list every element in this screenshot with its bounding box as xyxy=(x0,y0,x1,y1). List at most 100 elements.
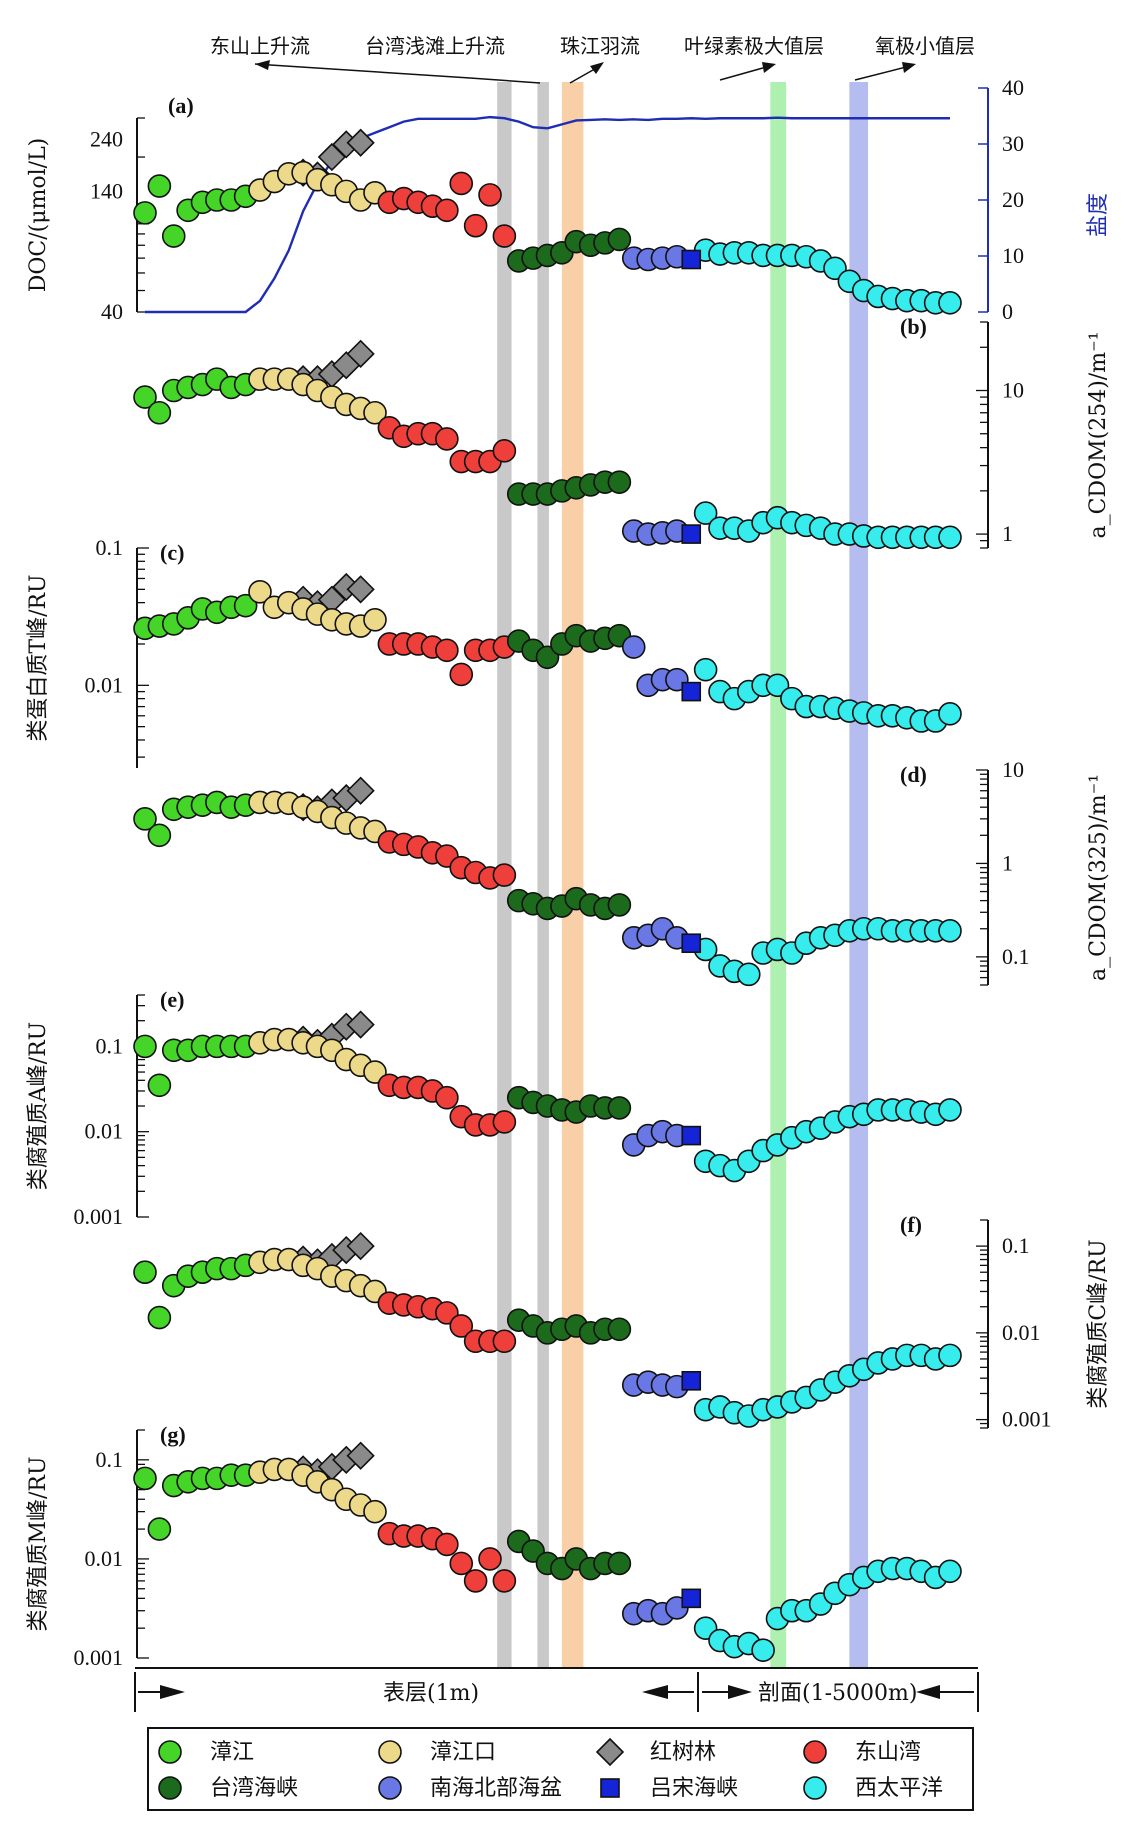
panel-c-luzon-point xyxy=(681,681,702,702)
panel-b-axis: 1 10 (b) a_CDOM(254)/m⁻¹ xyxy=(900,314,1111,549)
arrowhead-oxygen xyxy=(902,62,916,73)
panel-g-wpo-point xyxy=(938,1559,962,1584)
legend-label-zhangjiang: 漳江 xyxy=(210,1740,254,1765)
panel-e-marks xyxy=(133,1010,962,1183)
panel-b-wpo-point xyxy=(693,501,718,525)
panel-g-dongshan-point xyxy=(435,1532,459,1557)
panel-a-dongshan-point xyxy=(478,183,502,207)
panel-f-zhangjiang-point xyxy=(133,1260,157,1285)
arrow-chl xyxy=(719,65,771,81)
salinity-ylabel: 盐度 xyxy=(1086,193,1111,237)
panel-c-scs-point xyxy=(621,635,646,659)
panel-e-zhangjiang-point xyxy=(147,1073,172,1098)
legend-label-wpo: 西太平洋 xyxy=(855,1776,943,1801)
panel-c-tick-label: 0.1 xyxy=(96,535,124,560)
panel-d-luzon-point xyxy=(681,933,702,954)
profile-label: 剖面(1-5000m) xyxy=(758,1681,917,1706)
panel-c-tick-label: 0.01 xyxy=(85,672,124,697)
panel-a-dongshan-point xyxy=(435,198,459,223)
arrow-taiwan xyxy=(469,77,541,84)
salinity-tick-label: 40 xyxy=(1002,75,1024,100)
panel-g-zhangjiangkou-point xyxy=(363,1499,387,1524)
panel-e-zhangjiang-point xyxy=(133,1034,157,1059)
panel-f-axis: 0.001 0.01 0.1 (f) 类腐殖质C峰/RU xyxy=(900,1212,1111,1432)
panel-c-label: (c) xyxy=(160,540,184,565)
panel-d-zhangjiang-point xyxy=(133,807,157,831)
panel-f-tick-label: 0.01 xyxy=(1002,1320,1041,1345)
surface-label: 表层(1m) xyxy=(383,1681,479,1706)
panel-a-luzon-point xyxy=(681,249,702,270)
legend-box xyxy=(147,1727,974,1811)
panel-c-taiwan_strait-point xyxy=(535,645,560,670)
panel-a-zhangjiang-point xyxy=(161,224,186,248)
salinity-tick-label: 20 xyxy=(1002,187,1024,212)
arrowhead-dongshan xyxy=(255,60,270,70)
panel-b-wpo-point xyxy=(938,525,962,550)
panel-g-taiwan_strait-point xyxy=(607,1551,632,1576)
panel-d-wpo-point xyxy=(938,919,962,943)
panel-f-dongshan-point xyxy=(449,1314,474,1338)
panel-f-label: (f) xyxy=(900,1212,922,1237)
panel-d-ylabel: a_CDOM(325)/m⁻¹ xyxy=(1086,774,1111,981)
panel-e-dongshan-point xyxy=(492,1110,517,1134)
panel-d-tick-label: 0.1 xyxy=(1002,944,1030,969)
annotation-dongshan-upwelling: 东山上升流 xyxy=(210,34,310,58)
panel-b-ylabel: a_CDOM(254)/m⁻¹ xyxy=(1086,331,1111,538)
legend-marker-dongshan xyxy=(803,1740,827,1764)
panel-e-axis: 0.001 0.01 0.1 (e) 类腐殖质A峰/RU xyxy=(26,987,184,1229)
panel-g-mangrove-point xyxy=(346,1441,375,1470)
panel-a-wpo-point xyxy=(938,291,962,315)
arrow-dongshan xyxy=(254,63,471,79)
panel-e-dongshan-point xyxy=(435,1085,459,1110)
panel-d-tick-label: 10 xyxy=(1002,757,1024,782)
legend-label-dongshan: 东山湾 xyxy=(855,1740,921,1765)
annotation-header: 东山上升流 台湾浅滩上升流 珠江羽流 叶绿素极大值层 氧极小值层 xyxy=(210,34,975,84)
panel-d-taiwan_strait-point xyxy=(607,893,632,917)
panel-a-axis: 40 140 240 (a) DOC/(μmol/L) 0 10 20 30 40 盐度 xyxy=(26,75,1111,324)
panel-c-dongshan-point xyxy=(435,638,459,663)
arrow-oxygen xyxy=(854,65,911,81)
panel-f-mangrove-point xyxy=(346,1231,375,1261)
panel-e-luzon-point xyxy=(681,1125,702,1146)
panel-f-ylabel: 类腐殖质C峰/RU xyxy=(1086,1239,1111,1408)
panel-g-label: (g) xyxy=(160,1422,186,1447)
salinity-tick-label: 30 xyxy=(1002,131,1024,156)
panel-c-axis: 0.01 0.1 (c) 类蛋白质T峰/RU xyxy=(26,535,184,768)
panel-d-wpo-point xyxy=(736,962,761,987)
panel-b-dongshan-point xyxy=(492,439,517,463)
panel-d-mangrove-point xyxy=(346,776,375,805)
salinity-tick-label: 0 xyxy=(1002,299,1013,324)
arrowhead-pearl xyxy=(590,62,604,74)
panel-g-zhangjiang-point xyxy=(133,1466,157,1491)
panel-b-dongshan-point xyxy=(435,427,459,451)
shaded-bands xyxy=(497,82,869,1668)
annotation-pearl-plume: 珠江羽流 xyxy=(560,34,640,58)
panel-c-wpo-point xyxy=(765,673,790,698)
legend-marker-taiwan_strait xyxy=(158,1776,182,1800)
legend-label-mangrove: 红树林 xyxy=(650,1740,716,1765)
arrowhead-chl xyxy=(762,62,776,73)
panel-g-tick-label: 0.01 xyxy=(85,1546,124,1571)
panel-c-dongshan-point xyxy=(449,662,474,687)
panel-e-mangrove-point xyxy=(346,1010,375,1039)
panel-e-tick-label: 0.001 xyxy=(74,1204,124,1229)
panel-g-luzon-point xyxy=(681,1588,702,1609)
legend-label-taiwan_strait: 台湾海峡 xyxy=(210,1776,298,1801)
annotation-chl-max: 叶绿素极大值层 xyxy=(684,34,824,58)
panel-g-marks xyxy=(133,1441,962,1662)
profile-arrowhead-left xyxy=(728,1685,752,1699)
band-gray2 xyxy=(537,82,549,1668)
panel-a-dongshan-point xyxy=(463,213,488,238)
panel-g-tick-label: 0.1 xyxy=(96,1447,124,1472)
salinity-tick-label: 10 xyxy=(1002,243,1024,268)
panel-b-zhangjiangkou-point xyxy=(363,400,387,425)
panel-g-ylabel: 类腐殖质M峰/RU xyxy=(26,1456,51,1631)
panel-c-ylabel: 类蛋白质T峰/RU xyxy=(26,574,51,741)
panel-e-tick-label: 0.01 xyxy=(85,1119,124,1144)
legend-label-luzon: 吕宋海峡 xyxy=(650,1776,738,1801)
panel-b-label: (b) xyxy=(900,314,927,339)
panel-e-wpo-point xyxy=(938,1098,962,1122)
band-green xyxy=(770,82,787,1668)
